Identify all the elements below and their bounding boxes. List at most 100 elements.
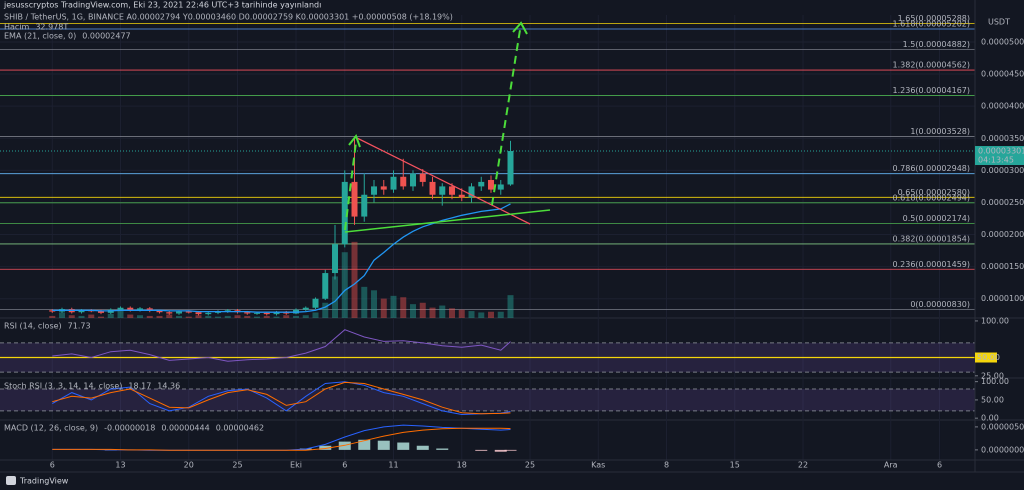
indicator-line <box>52 381 511 415</box>
last-price-badge <box>975 146 1024 166</box>
volume-bar <box>332 276 339 318</box>
fib-label: 0.5(0.00002174) <box>903 214 970 223</box>
legend-text: 0.00002477 <box>82 32 130 41</box>
volume-bar <box>234 315 241 318</box>
y-tick-label: 100.00 <box>981 377 1009 386</box>
volume-bar <box>507 295 514 318</box>
volume-bar <box>429 307 436 318</box>
volume-bar <box>449 308 456 318</box>
volume-bar <box>176 315 183 318</box>
legend-text: MACD (12, 26, close, 9) <box>4 424 98 433</box>
candle-body <box>166 312 173 314</box>
volume-bar <box>371 290 378 318</box>
currency: USDT <box>988 18 1010 27</box>
projection <box>491 29 521 206</box>
volume-bar <box>185 316 192 318</box>
indicator-line <box>52 427 511 451</box>
volume-bar <box>156 315 163 318</box>
volume-bar <box>302 315 309 318</box>
candle-body <box>410 173 417 187</box>
x-tick-label: 22 <box>798 461 808 470</box>
volume-bar <box>380 298 387 318</box>
x-tick-label: Eki <box>290 461 302 470</box>
candle-body <box>312 298 319 308</box>
logo <box>6 476 16 485</box>
fib-label: 1.382(0.00004562) <box>893 61 971 70</box>
legend-text: -0.00000018 <box>104 424 155 433</box>
x-tick-label: 25 <box>525 461 535 470</box>
volume-bar <box>488 311 495 318</box>
legend-text: 18.17 <box>128 382 151 391</box>
fib-label: 0.618(0.00002494) <box>893 193 971 202</box>
fib-label: 1.236(0.00004167) <box>893 86 971 95</box>
volume-bar <box>468 311 475 318</box>
fib-label: 0.236(0.00001459) <box>893 260 971 269</box>
candle-body <box>176 311 183 314</box>
volume-bar <box>293 315 300 318</box>
candle-body <box>371 186 378 195</box>
candle-body <box>283 312 290 314</box>
x-tick-label: 18 <box>457 461 467 470</box>
volume-bar <box>107 313 114 318</box>
candle-body <box>195 312 202 315</box>
countdown: 04:13:45 <box>978 156 1014 165</box>
volume-bar <box>59 312 66 318</box>
volume-bar <box>68 315 75 318</box>
histogram-bar <box>319 445 332 450</box>
candle-body <box>478 181 485 187</box>
candle-body <box>137 308 144 311</box>
header: jesusscryptos TradingView.com, Eki 23, 2… <box>3 1 321 10</box>
footer: TradingView <box>19 477 69 486</box>
x-tick-label: 15 <box>730 461 740 470</box>
volume-bar <box>410 304 417 318</box>
legend-text: SHIB / TetherUS, 1G, BINANCE A0.00002794… <box>4 13 453 22</box>
legend-text: 14.36 <box>157 382 180 391</box>
legend: SHIB / TetherUS, 1G, BINANCE A0.00002794… <box>4 13 453 433</box>
legend-text: RSI (14, close) <box>4 322 62 331</box>
candle-body <box>205 312 212 315</box>
indicator-line <box>52 329 511 362</box>
candle-body <box>458 194 465 198</box>
x-tick-label: 20 <box>184 461 194 470</box>
x-tick-label: 8 <box>664 461 669 470</box>
volume-bar <box>390 295 397 318</box>
volume-bar <box>322 302 329 318</box>
projection <box>344 141 357 231</box>
legend-text: EMA (21, close, 0) <box>4 32 76 41</box>
level-label: 50.00 <box>977 353 1000 362</box>
candle-body <box>127 307 134 311</box>
fib-label: 1.5(0.00004882) <box>903 40 970 49</box>
legend-text: Hacim <box>4 23 30 32</box>
last-price-label: 0.00003301 <box>978 147 1024 156</box>
y-tick-label: 0.00 <box>981 414 999 423</box>
candle-body <box>332 244 339 274</box>
volume-bar <box>137 315 144 318</box>
x-tick-label: 6 <box>937 461 942 470</box>
histogram-bar <box>494 449 507 452</box>
legend-text: 0.00000444 <box>161 424 209 433</box>
fib-label: 0.382(0.00001854) <box>893 234 971 243</box>
volume-bar <box>49 315 56 318</box>
volume-bar <box>439 305 446 318</box>
volume-bar <box>244 315 251 318</box>
volume-bar <box>78 315 85 318</box>
y-tick-label: 0.00001000 <box>981 294 1024 303</box>
candle-body <box>488 179 495 190</box>
volume-bar <box>458 309 465 318</box>
x-tick-label: 13 <box>115 461 125 470</box>
candle-body <box>429 181 436 195</box>
candle-body <box>341 181 348 245</box>
level-badge <box>975 352 997 363</box>
volume-bar <box>312 312 319 318</box>
candle-body <box>302 307 309 310</box>
volume-bar <box>351 241 358 318</box>
fib-label: 1.65(0.00005288) <box>898 14 970 23</box>
